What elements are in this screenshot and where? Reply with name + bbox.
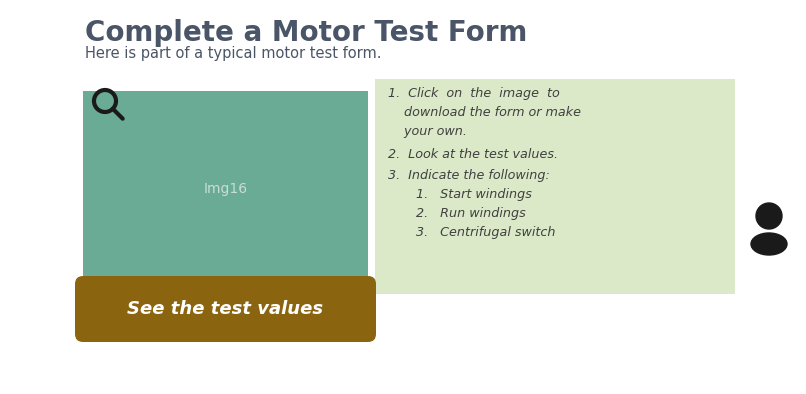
Text: Complete a Motor Test Form: Complete a Motor Test Form [85, 19, 527, 47]
FancyBboxPatch shape [83, 91, 368, 286]
Text: 2.  Look at the test values.: 2. Look at the test values. [388, 148, 558, 161]
Text: 1.  Click  on  the  image  to: 1. Click on the image to [388, 87, 559, 100]
FancyBboxPatch shape [375, 79, 735, 294]
Text: Here is part of a typical motor test form.: Here is part of a typical motor test for… [85, 46, 381, 61]
Circle shape [756, 203, 782, 229]
Ellipse shape [751, 233, 787, 255]
Text: 3.   Centrifugal switch: 3. Centrifugal switch [388, 226, 555, 239]
Text: See the test values: See the test values [127, 300, 323, 318]
Text: 2.   Run windings: 2. Run windings [388, 207, 526, 220]
Text: Img16: Img16 [203, 182, 247, 195]
Text: download the form or make: download the form or make [388, 106, 581, 119]
FancyBboxPatch shape [75, 276, 376, 342]
Text: your own.: your own. [388, 125, 467, 138]
Text: 1.   Start windings: 1. Start windings [388, 188, 532, 201]
Text: 3.  Indicate the following:: 3. Indicate the following: [388, 169, 550, 182]
